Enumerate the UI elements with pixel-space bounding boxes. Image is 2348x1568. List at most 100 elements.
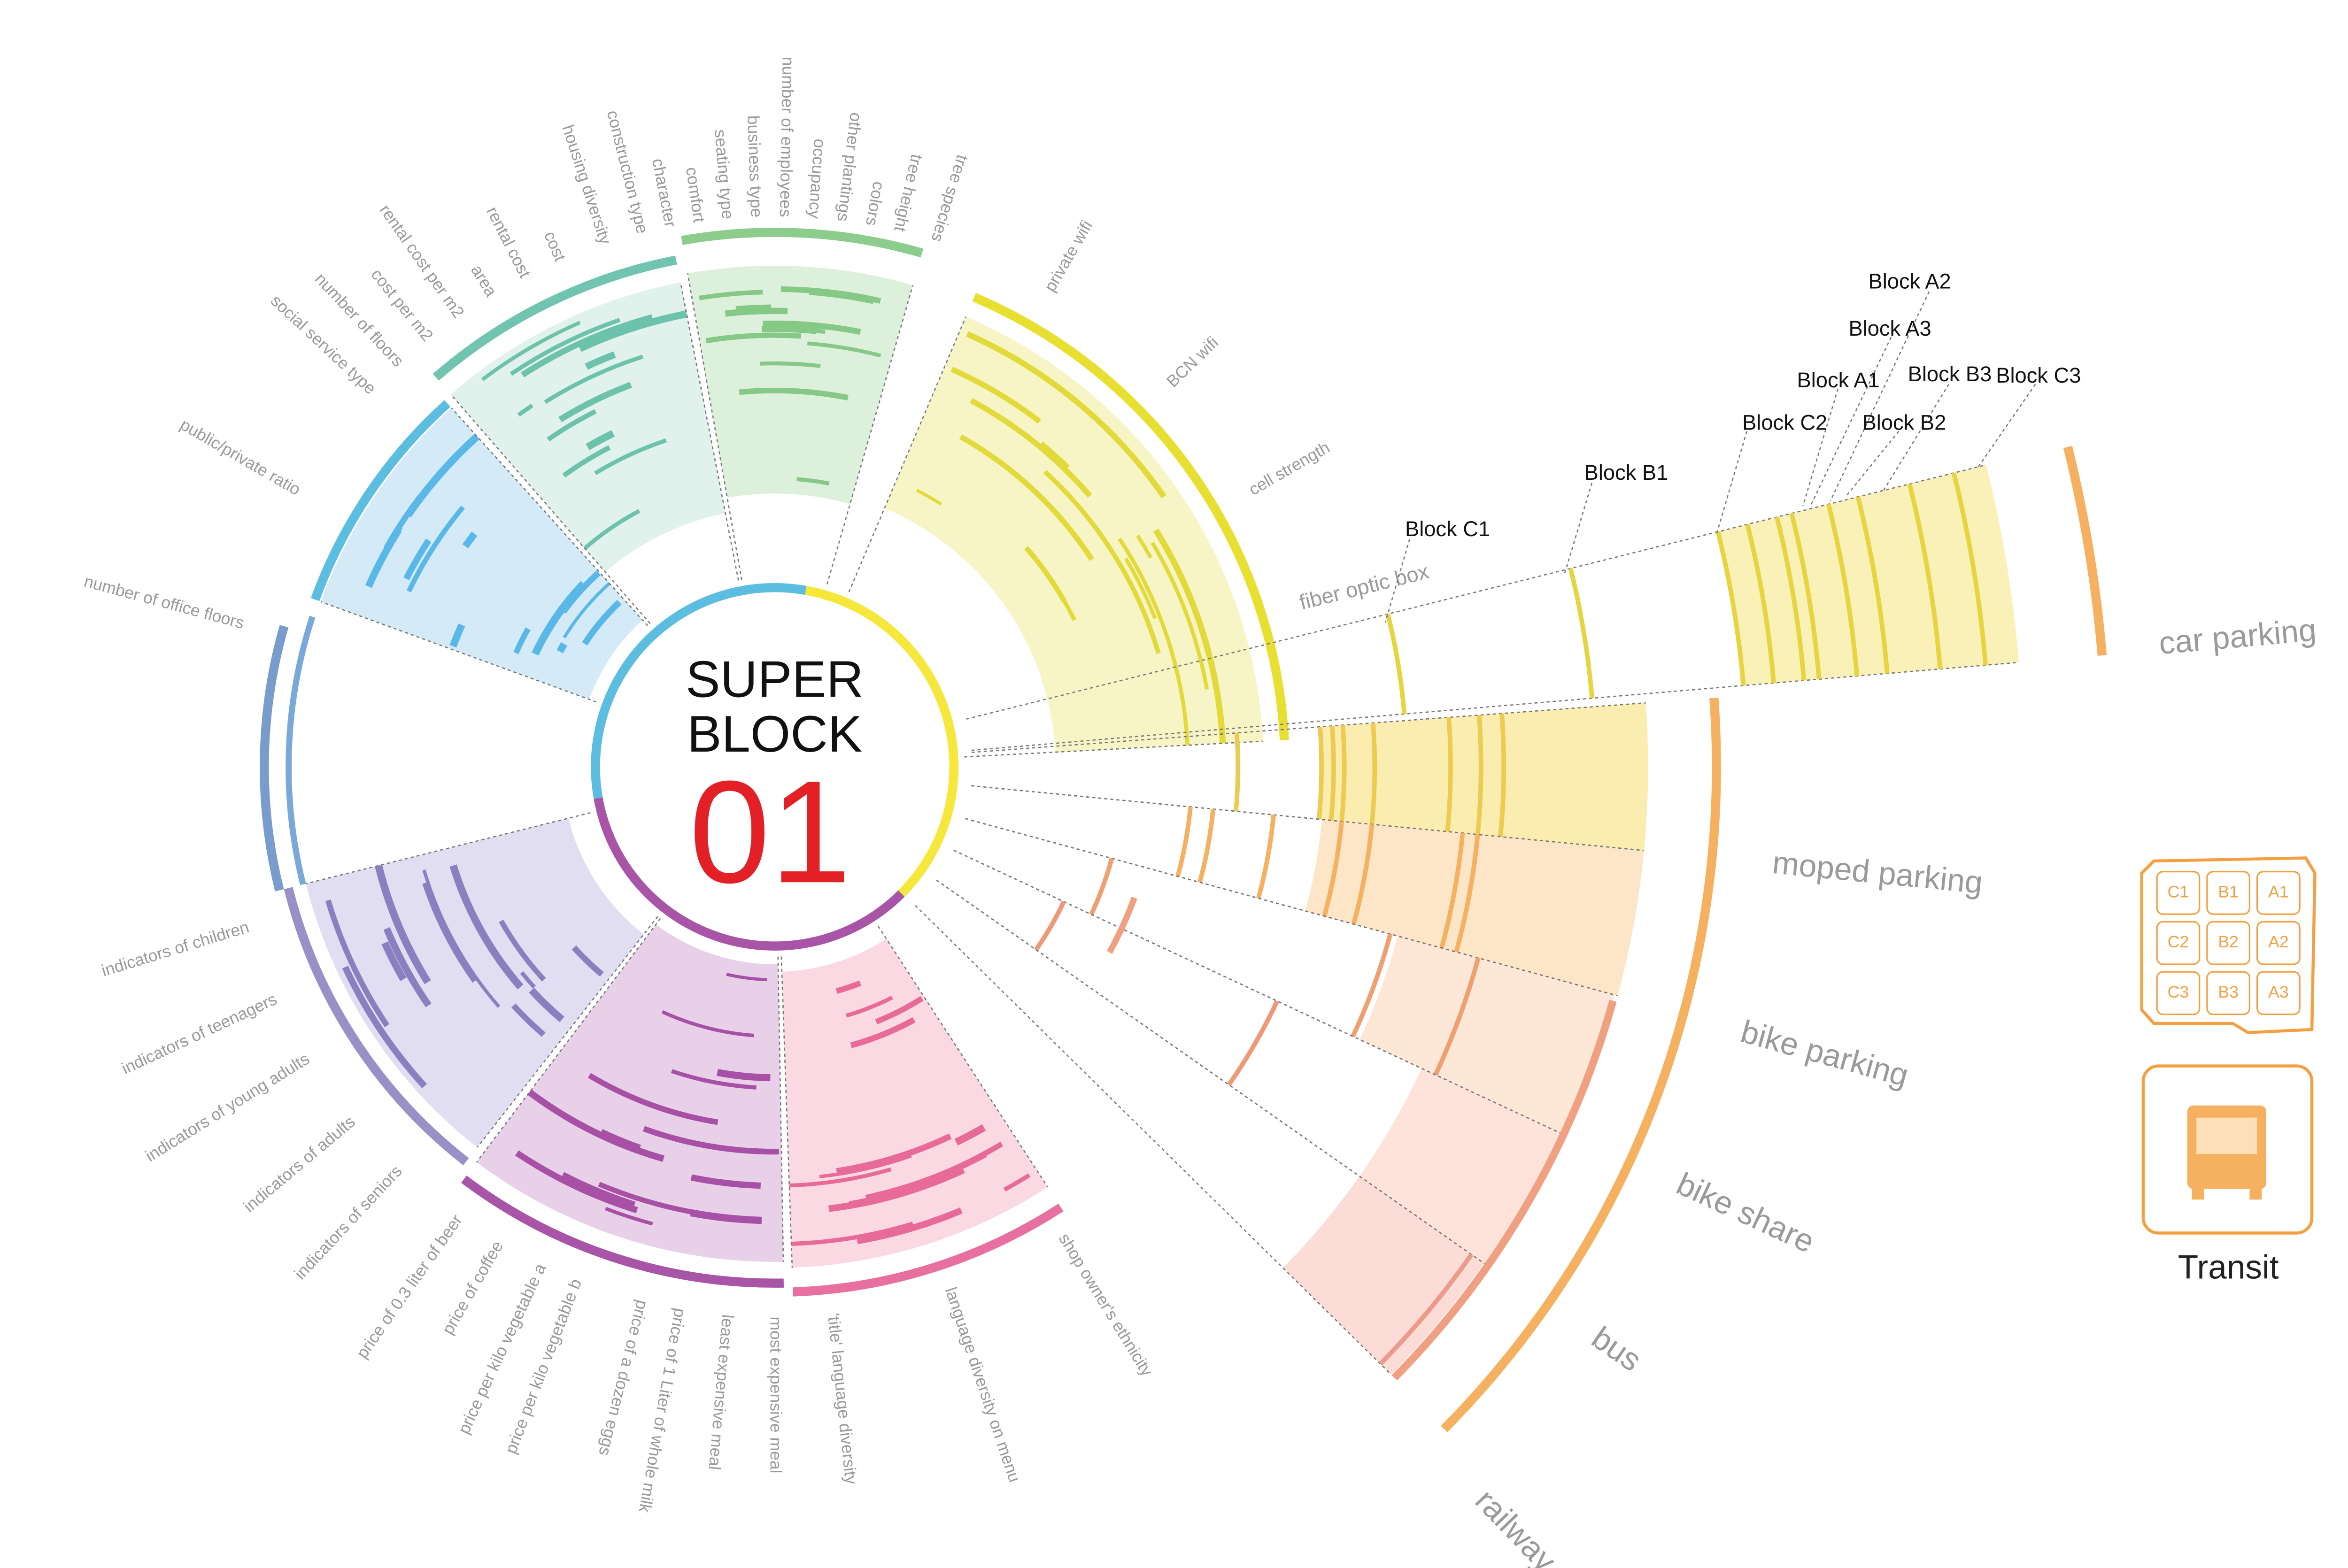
map-cell-label: A3: [2268, 983, 2289, 1001]
transit-ring: [2063, 446, 2107, 656]
stripe: [1498, 713, 1506, 837]
map-cell: [2206, 971, 2251, 1015]
stripe: [760, 361, 821, 368]
transit-ring: [1391, 999, 1617, 1381]
attribute-label: occupancy: [805, 138, 829, 219]
stripe: [850, 1017, 916, 1048]
stripe: [735, 304, 772, 311]
group-ring: [286, 615, 316, 885]
stripe: [406, 505, 465, 592]
stripe: [1369, 723, 1377, 825]
map-cell-label: A2: [2268, 932, 2289, 951]
attribute-label: number of employees: [776, 56, 798, 217]
stripe: [1175, 807, 1193, 877]
stripe: [1826, 503, 1860, 676]
map-cell: [2206, 871, 2251, 915]
divider: [450, 394, 651, 624]
stripe: [547, 409, 597, 442]
stripe: [1151, 542, 1209, 690]
leader: [1810, 337, 1892, 506]
stripe: [582, 600, 622, 646]
stripe: [520, 971, 536, 989]
divider: [451, 407, 649, 626]
divider: [476, 918, 661, 1163]
inner-ring: [594, 583, 807, 737]
stripe: [763, 320, 861, 335]
map-cell: [2256, 921, 2301, 965]
group-wedge: [687, 266, 913, 504]
stripe: [1855, 496, 1890, 674]
stripe: [690, 1209, 762, 1224]
leader: [1564, 483, 1593, 575]
center-line1: SUPER: [686, 651, 864, 708]
attribute-label: indicators of young adults: [142, 1049, 313, 1166]
group-ring: [972, 293, 1289, 741]
stripe: [499, 919, 546, 982]
stripe: [325, 899, 390, 1028]
stripe: [578, 310, 687, 352]
stripe: [563, 582, 610, 638]
map-cell: [2156, 871, 2201, 915]
divider: [936, 879, 1484, 1264]
stripe: [807, 341, 881, 358]
group-ring: [284, 887, 469, 1166]
stripe: [481, 321, 581, 381]
stripe: [1233, 732, 1241, 812]
stripe: [511, 1003, 546, 1037]
attribute-label: business type: [744, 115, 766, 218]
transit-label: bike parking: [1737, 1014, 1912, 1094]
stripe: [950, 367, 1042, 424]
stripe: [690, 1174, 761, 1189]
stripe: [857, 1207, 963, 1245]
block-label: Block B3: [1908, 362, 1992, 386]
block-labels: Block A2 Block A3 Block A1 Block B3 Bloc…: [1384, 269, 2081, 623]
stripe: [726, 973, 767, 982]
attribute-label: cost: [541, 229, 570, 264]
stripe: [605, 1207, 653, 1226]
stripe: [796, 477, 830, 486]
attribute-label: indicators of teenagers: [119, 990, 280, 1078]
attribute-label: character: [649, 157, 680, 229]
stripe: [1034, 900, 1066, 951]
transit-ring: [1106, 897, 1137, 954]
leader: [1977, 384, 2036, 468]
stripe: [1789, 513, 1822, 680]
transit-label: moped parking: [1771, 845, 1984, 900]
stripe: [1024, 546, 1067, 603]
stripe: [1433, 957, 1481, 1076]
bus-window: [2196, 1117, 2257, 1154]
center-number: 01: [689, 750, 851, 913]
map-legend: C1 B1 A1 C2 B2 A2 C3 B3 A3: [2140, 856, 2317, 1034]
attribute-label: indicators of children: [99, 917, 251, 980]
stripe: [661, 1010, 754, 1038]
stripe: [462, 531, 478, 549]
stripe: [558, 382, 632, 423]
transit-fan: car parking moped parking bike parking bike…: [915, 446, 2318, 1568]
divider: [966, 464, 1986, 720]
group-wedge: [321, 408, 643, 699]
stripe: [403, 538, 432, 580]
bus-wheel: [2192, 1189, 2204, 1200]
stripe: [1951, 472, 1988, 666]
stripe: [671, 1069, 757, 1090]
stripe: [717, 1069, 771, 1082]
stripe: [1378, 1253, 1474, 1366]
stripe: [970, 398, 1092, 498]
attribute-label: cell strength: [1245, 438, 1333, 500]
divider: [680, 282, 739, 581]
stripe: [1038, 441, 1070, 470]
stripe: [342, 966, 427, 1089]
stripe: [828, 1167, 965, 1212]
stripe: [1197, 808, 1216, 883]
stripe: [1227, 1000, 1280, 1086]
attribute-label: tree species: [927, 153, 972, 244]
divider: [953, 849, 1564, 1135]
attribute-label: private wifi: [1041, 217, 1097, 295]
divider: [965, 818, 1615, 996]
stripe: [1351, 933, 1393, 1038]
stripe: [1568, 568, 1595, 699]
attribute-label: comfort: [682, 166, 709, 223]
stripe: [791, 1222, 914, 1246]
stripe: [1715, 531, 1746, 686]
